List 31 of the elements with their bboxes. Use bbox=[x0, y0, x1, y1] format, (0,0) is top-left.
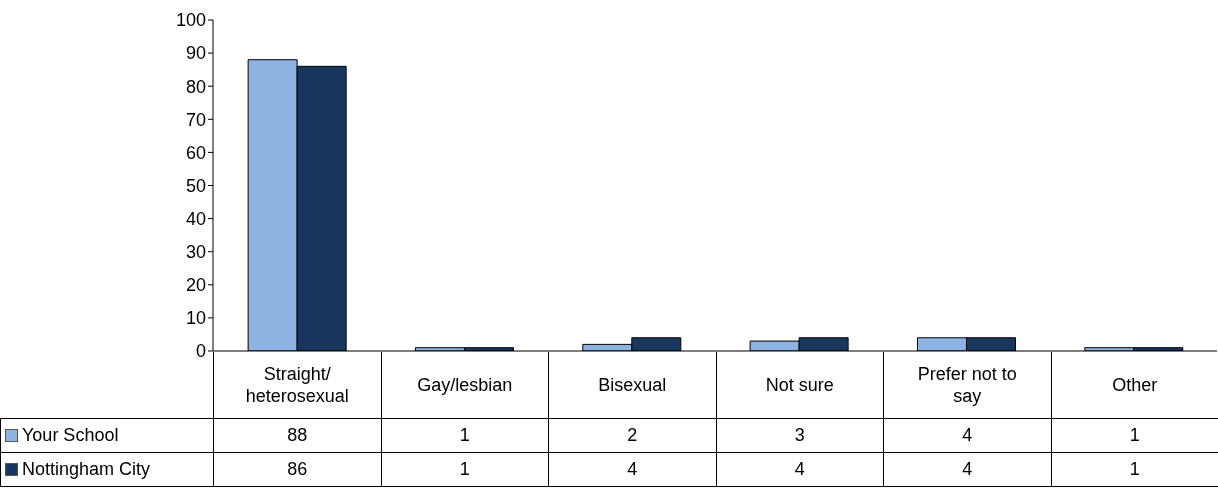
data-label: 4 bbox=[883, 452, 1051, 486]
legend-label: Nottingham City bbox=[22, 458, 151, 479]
y-tick-label: 30 bbox=[185, 242, 206, 263]
x-tick-label: Bisexual bbox=[548, 352, 716, 418]
legend-label: Your School bbox=[22, 424, 119, 445]
data-label: 86 bbox=[213, 452, 381, 486]
y-tick-label: 70 bbox=[185, 109, 206, 130]
y-tick-label: 20 bbox=[185, 275, 206, 296]
y-tick-label: 60 bbox=[185, 142, 206, 163]
x-tick-label: Straight/ heterosexual bbox=[213, 352, 381, 418]
data-label: 2 bbox=[548, 418, 716, 452]
y-tick-label: 80 bbox=[185, 76, 206, 97]
data-label: 4 bbox=[883, 418, 1051, 452]
data-label: 4 bbox=[716, 452, 884, 486]
y-tick-label: 10 bbox=[185, 308, 206, 329]
x-tick-label: Other bbox=[1051, 352, 1218, 418]
x-tick-label: Prefer not to say bbox=[883, 352, 1051, 418]
data-label: 3 bbox=[716, 418, 884, 452]
data-label: 1 bbox=[1051, 418, 1218, 452]
data-label: 1 bbox=[1051, 452, 1218, 486]
y-tick-label: 40 bbox=[185, 208, 206, 229]
y-tick-label: 100 bbox=[175, 10, 206, 31]
y-tick-label: 50 bbox=[185, 175, 206, 196]
y-tick-label: 90 bbox=[185, 43, 206, 64]
data-label: 1 bbox=[381, 452, 549, 486]
data-label: 4 bbox=[548, 452, 716, 486]
y-tick-label: 0 bbox=[195, 341, 206, 362]
x-tick-label: Gay/lesbian bbox=[381, 352, 549, 418]
data-label: 1 bbox=[381, 418, 549, 452]
x-tick-label: Not sure bbox=[716, 352, 884, 418]
data-label: 88 bbox=[213, 418, 381, 452]
